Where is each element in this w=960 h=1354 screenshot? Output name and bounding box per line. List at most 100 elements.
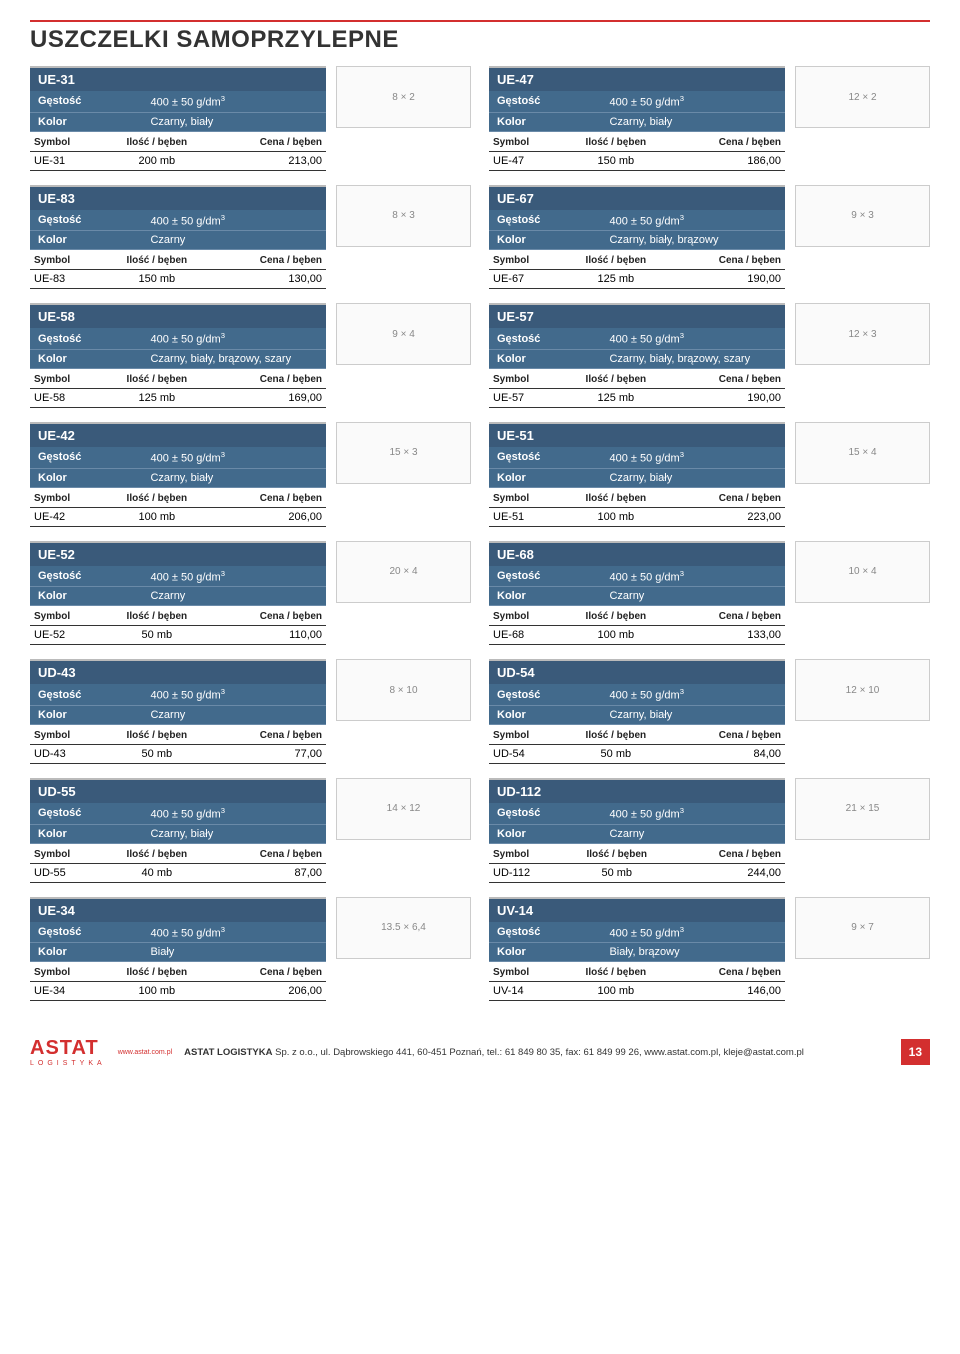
product-card: UE-34 Gęstość 400 ± 50 g/dm3 Kolor Biały… — [30, 897, 471, 1002]
col-qty: Ilość / bęben — [101, 846, 212, 864]
row-qty: 150 mb — [560, 151, 671, 170]
density-label: Gęstość — [30, 803, 142, 824]
density-value: 400 ± 50 g/dm3 — [601, 447, 785, 468]
logo: ASTAT LOGISTYKA — [30, 1037, 106, 1067]
density-value: 400 ± 50 g/dm3 — [601, 684, 785, 705]
product-code: UE-34 — [30, 897, 326, 922]
row-qty: 50 mb — [101, 744, 212, 763]
col-qty: Ilość / bęben — [560, 727, 671, 745]
color-label: Kolor — [30, 231, 142, 250]
row-qty: 50 mb — [562, 863, 672, 882]
row-qty: 100 mb — [101, 507, 212, 526]
row-qty: 125 mb — [560, 270, 671, 289]
product-card: UD-43 Gęstość 400 ± 50 g/dm3 Kolor Czarn… — [30, 659, 471, 764]
density-value: 400 ± 50 g/dm3 — [142, 566, 326, 587]
spec-table: Gęstość 400 ± 50 g/dm3 Kolor Czarny — [30, 684, 326, 725]
density-label: Gęstość — [489, 91, 601, 112]
col-symbol: Symbol — [30, 134, 101, 152]
row-price: 84,00 — [671, 744, 785, 763]
density-label: Gęstość — [30, 566, 142, 587]
color-value: Czarny, biały — [601, 112, 785, 131]
color-label: Kolor — [30, 468, 142, 487]
product-code: UE-52 — [30, 541, 326, 566]
profile-diagram: 12 × 10 — [795, 659, 930, 721]
row-price: 190,00 — [671, 270, 785, 289]
col-qty: Ilość / bęben — [101, 727, 212, 745]
product-card: UE-31 Gęstość 400 ± 50 g/dm3 Kolor Czarn… — [30, 66, 471, 171]
row-qty: 125 mb — [560, 388, 671, 407]
profile-diagram: 9 × 3 — [795, 185, 930, 247]
color-value: Czarny — [601, 824, 785, 843]
density-value: 400 ± 50 g/dm3 — [142, 328, 326, 349]
product-card: UE-57 Gęstość 400 ± 50 g/dm3 Kolor Czarn… — [489, 303, 930, 408]
col-qty: Ilość / bęben — [560, 608, 671, 626]
density-label: Gęstość — [30, 328, 142, 349]
col-qty: Ilość / bęben — [101, 490, 212, 508]
price-table: Symbol Ilość / bęben Cena / bęben UE-31 … — [30, 134, 326, 171]
density-value: 400 ± 50 g/dm3 — [142, 447, 326, 468]
price-table: Symbol Ilość / bęben Cena / bęben UE-51 … — [489, 490, 785, 527]
row-symbol: UE-51 — [489, 507, 560, 526]
col-price: Cena / bęben — [212, 608, 326, 626]
density-value: 400 ± 50 g/dm3 — [601, 922, 785, 943]
profile-diagram: 9 × 4 — [336, 303, 471, 365]
col-qty: Ilość / bęben — [560, 134, 671, 152]
row-price: 110,00 — [212, 626, 326, 645]
row-qty: 100 mb — [560, 507, 671, 526]
profile-diagram: 14 × 12 — [336, 778, 471, 840]
col-symbol: Symbol — [489, 964, 560, 982]
color-label: Kolor — [489, 112, 601, 131]
profile-diagram: 8 × 10 — [336, 659, 471, 721]
profile-diagram: 15 × 4 — [795, 422, 930, 484]
price-table: Symbol Ilość / bęben Cena / bęben UE-47 … — [489, 134, 785, 171]
row-price: 169,00 — [212, 388, 326, 407]
col-qty: Ilość / bęben — [101, 964, 212, 982]
product-card: UD-54 Gęstość 400 ± 50 g/dm3 Kolor Czarn… — [489, 659, 930, 764]
row-price: 190,00 — [671, 388, 785, 407]
row-price: 87,00 — [212, 863, 326, 882]
col-symbol: Symbol — [489, 846, 562, 864]
color-label: Kolor — [30, 349, 142, 368]
color-label: Kolor — [30, 705, 142, 724]
product-code: UE-51 — [489, 422, 785, 447]
product-code: UE-47 — [489, 66, 785, 91]
color-label: Kolor — [489, 705, 601, 724]
row-price: 77,00 — [212, 744, 326, 763]
col-qty: Ilość / bęben — [560, 252, 671, 270]
color-label: Kolor — [30, 587, 142, 606]
row-qty: 100 mb — [560, 626, 671, 645]
density-label: Gęstość — [489, 803, 601, 824]
product-code: UE-42 — [30, 422, 326, 447]
color-label: Kolor — [30, 112, 142, 131]
density-label: Gęstość — [489, 210, 601, 231]
color-label: Kolor — [489, 943, 601, 962]
price-table: Symbol Ilość / bęben Cena / bęben UD-112… — [489, 846, 785, 883]
row-price: 206,00 — [212, 982, 326, 1001]
spec-table: Gęstość 400 ± 50 g/dm3 Kolor Czarny, bia… — [489, 447, 785, 488]
col-price: Cena / bęben — [212, 252, 326, 270]
product-code: UE-67 — [489, 185, 785, 210]
row-symbol: UE-52 — [30, 626, 101, 645]
profile-diagram: 10 × 4 — [795, 541, 930, 603]
product-card: UE-68 Gęstość 400 ± 50 g/dm3 Kolor Czarn… — [489, 541, 930, 646]
spec-table: Gęstość 400 ± 50 g/dm3 Kolor Czarny, bia… — [489, 684, 785, 725]
spec-table: Gęstość 400 ± 50 g/dm3 Kolor Czarny — [30, 210, 326, 251]
product-card: UE-42 Gęstość 400 ± 50 g/dm3 Kolor Czarn… — [30, 422, 471, 527]
logo-main: ASTAT — [30, 1037, 106, 1060]
spec-table: Gęstość 400 ± 50 g/dm3 Kolor Czarny, bia… — [30, 91, 326, 132]
price-table: Symbol Ilość / bęben Cena / bęben UE-52 … — [30, 608, 326, 645]
color-value: Czarny — [142, 231, 326, 250]
spec-table: Gęstość 400 ± 50 g/dm3 Kolor Czarny, bia… — [489, 328, 785, 369]
row-symbol: UV-14 — [489, 982, 560, 1001]
density-value: 400 ± 50 g/dm3 — [142, 210, 326, 231]
col-price: Cena / bęben — [671, 608, 785, 626]
color-value: Czarny, biały — [601, 705, 785, 724]
spec-table: Gęstość 400 ± 50 g/dm3 Kolor Biały — [30, 922, 326, 963]
product-code: UD-43 — [30, 659, 326, 684]
density-label: Gęstość — [30, 922, 142, 943]
col-price: Cena / bęben — [212, 727, 326, 745]
col-price: Cena / bęben — [671, 727, 785, 745]
color-value: Czarny, biały — [142, 112, 326, 131]
density-value: 400 ± 50 g/dm3 — [601, 210, 785, 231]
col-price: Cena / bęben — [212, 964, 326, 982]
